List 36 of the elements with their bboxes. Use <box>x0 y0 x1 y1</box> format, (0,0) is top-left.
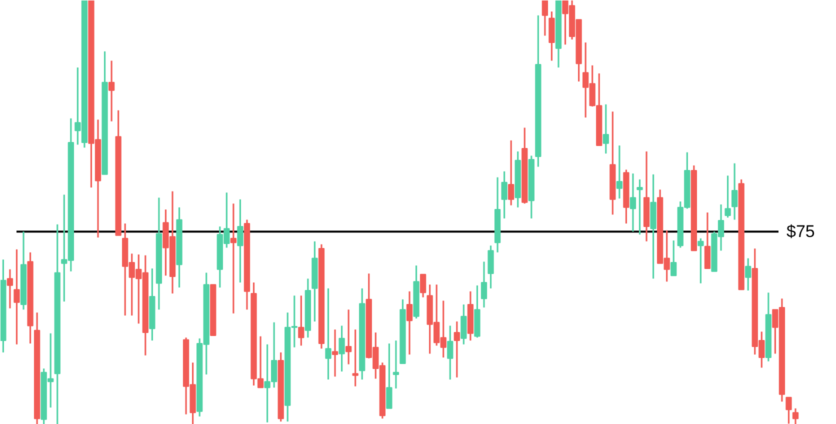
candlestick <box>704 212 711 270</box>
candlestick <box>332 328 338 378</box>
candlestick <box>670 240 677 276</box>
candlestick <box>508 140 514 206</box>
candlestick <box>602 104 609 154</box>
candlestick <box>338 324 345 372</box>
candlestick <box>480 260 488 308</box>
candlestick <box>460 304 467 346</box>
candlestick <box>237 198 244 284</box>
candlestick <box>392 340 400 390</box>
candlestick <box>786 396 792 424</box>
candlestick <box>406 290 413 356</box>
candlestick <box>420 274 426 298</box>
candlestick <box>14 248 20 346</box>
candlestick <box>298 294 304 346</box>
candlestick <box>108 60 115 122</box>
candlestick <box>230 202 237 314</box>
candlestick <box>454 320 460 378</box>
candlestick <box>636 178 643 236</box>
candlestick <box>352 328 358 388</box>
candlestick <box>698 238 704 284</box>
candlestick <box>630 172 636 232</box>
candlestick <box>501 170 508 220</box>
candlestick <box>724 174 731 218</box>
candlestick <box>542 0 548 36</box>
candlestick <box>325 288 332 380</box>
candlestick <box>6 268 14 310</box>
candlestick <box>616 144 623 200</box>
candlestick <box>731 162 738 221</box>
candlestick <box>745 257 752 292</box>
candlestick <box>792 408 799 424</box>
annotation: $75 <box>786 222 815 242</box>
candlestick <box>488 244 494 290</box>
candlestick <box>386 342 392 410</box>
candlestick <box>447 324 454 380</box>
candlestick <box>345 308 352 366</box>
